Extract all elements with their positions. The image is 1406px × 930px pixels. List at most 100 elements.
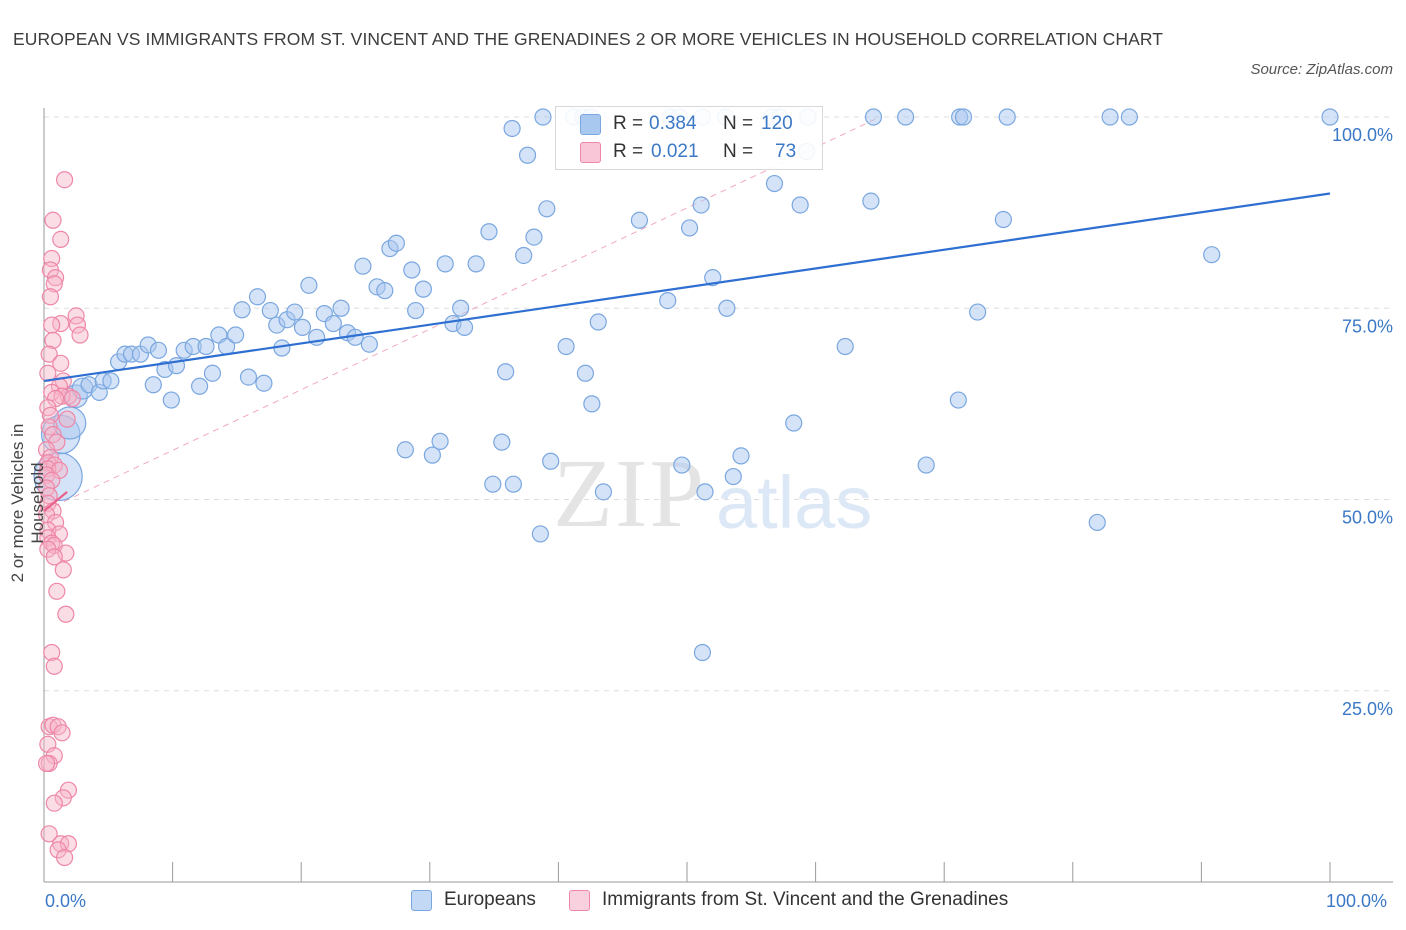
europeans-point <box>191 377 209 395</box>
europeans-point <box>484 475 502 493</box>
immigrants-point <box>54 561 72 579</box>
europeans-point <box>576 364 595 382</box>
europeans-point <box>255 374 273 392</box>
legend-row-europeans: R = 0.384 N = 120 <box>580 111 793 137</box>
bottom-legend-label-immigrants: Immigrants from St. Vincent and the Gren… <box>602 889 1009 910</box>
europeans-point <box>503 119 521 138</box>
europeans-point <box>480 223 498 241</box>
immigrants-point <box>40 345 58 363</box>
europeans-point <box>589 313 607 331</box>
immigrants-point <box>40 825 58 843</box>
europeans-point <box>785 414 803 432</box>
europeans-point <box>423 446 441 464</box>
europeans-point <box>791 196 809 214</box>
legend-r-label: R = <box>613 141 644 162</box>
y-tick-label: 50.0% <box>1342 508 1393 528</box>
europeans-point <box>531 525 549 543</box>
immigrants-points <box>37 171 89 867</box>
chart-title: EUROPEAN VS IMMIGRANTS FROM ST. VINCENT … <box>13 29 1164 49</box>
europeans-point <box>332 299 350 317</box>
immigrants-point <box>46 269 65 287</box>
immigrants-point <box>45 794 63 812</box>
immigrants-point <box>53 724 71 742</box>
immigrants-point <box>57 605 75 623</box>
europeans-point <box>542 452 560 470</box>
europeans-point <box>862 192 880 210</box>
europeans-point <box>998 108 1016 126</box>
europeans-point <box>1088 513 1106 532</box>
europeans-point <box>144 376 162 394</box>
y-axis-label: 2 or more Vehicles in Household <box>8 423 47 583</box>
legend-n-value: 120 <box>761 113 793 134</box>
immigrants-point <box>45 657 63 675</box>
europeans-point <box>594 483 613 501</box>
x-axis-min-label: 0.0% <box>45 891 87 911</box>
watermark-atlas: atlas <box>716 461 872 544</box>
europeans-point <box>583 395 601 413</box>
immigrants-point <box>55 171 74 189</box>
europeans-point <box>233 301 251 319</box>
immigrants-trend-line <box>43 491 68 512</box>
bottom-legend-immigrants: Immigrants from St. Vincent and the Gren… <box>569 889 1008 911</box>
immigrants-point <box>55 848 74 867</box>
europeans-point <box>718 299 736 317</box>
blue-trend <box>43 192 1331 512</box>
y-tick-label: 100.0% <box>1332 125 1393 145</box>
europeans-point <box>954 108 973 126</box>
x-axis-max-label: 100.0% <box>1326 891 1388 911</box>
europeans-point <box>396 441 414 459</box>
grid-lines <box>44 116 1393 692</box>
europeans-point <box>1120 108 1138 126</box>
europeans-point <box>239 368 258 386</box>
europeans-point <box>673 456 691 474</box>
europeans-point <box>864 108 883 126</box>
europeans-point <box>102 372 120 390</box>
europeans-point <box>732 447 750 465</box>
europeans-points <box>33 108 1339 662</box>
immigrants-point <box>45 275 63 293</box>
europeans-point <box>1203 246 1221 264</box>
europeans-point <box>515 246 533 265</box>
legend-r-value: 0.021 <box>651 141 699 162</box>
immigrants-point <box>48 582 66 600</box>
europeans-point <box>197 337 215 356</box>
immigrants-point <box>37 754 56 773</box>
europeans-point <box>659 292 677 310</box>
europeans-point <box>414 280 432 298</box>
immigrants-point <box>41 288 60 306</box>
immigrants-point <box>68 316 87 334</box>
europeans-trend-line <box>43 192 1331 383</box>
legend-r-label: R = <box>613 113 644 134</box>
europeans-point <box>836 337 854 356</box>
bottom-legend-swatch-blue <box>411 889 432 911</box>
watermark: ZIP atlas <box>553 440 872 548</box>
immigrants-point <box>59 835 78 853</box>
europeans-point <box>149 341 168 359</box>
bottom-legend-label-europeans: Europeans <box>444 889 536 910</box>
europeans-point <box>504 475 522 493</box>
europeans-point <box>693 643 712 662</box>
europeans-point <box>538 200 556 218</box>
europeans-point <box>300 276 318 294</box>
source-label: Source: ZipAtlas.com <box>1250 61 1393 78</box>
bottom-legend-europeans: Europeans <box>411 889 536 911</box>
europeans-point <box>431 432 449 450</box>
europeans-point <box>162 391 180 409</box>
immigrants-point <box>43 316 61 334</box>
europeans-point <box>630 211 649 229</box>
europeans-point <box>455 318 474 336</box>
immigrants-point <box>43 643 61 662</box>
europeans-point <box>704 269 722 287</box>
y-tick-label: 75.0% <box>1342 316 1393 336</box>
bottom-legend: Europeans Immigrants from St. Vincent an… <box>0 889 1406 917</box>
europeans-point <box>897 108 915 126</box>
y-tick-label: 25.0% <box>1342 699 1393 719</box>
legend-n-value: 73 <box>775 141 797 162</box>
europeans-point <box>969 303 987 321</box>
legend-r-value: 0.384 <box>649 113 697 134</box>
europeans-point <box>360 335 378 353</box>
immigrants-point <box>58 410 76 428</box>
europeans-point <box>203 364 222 382</box>
legend-n-label: N = <box>723 141 754 162</box>
legend-swatch-blue <box>580 113 601 135</box>
